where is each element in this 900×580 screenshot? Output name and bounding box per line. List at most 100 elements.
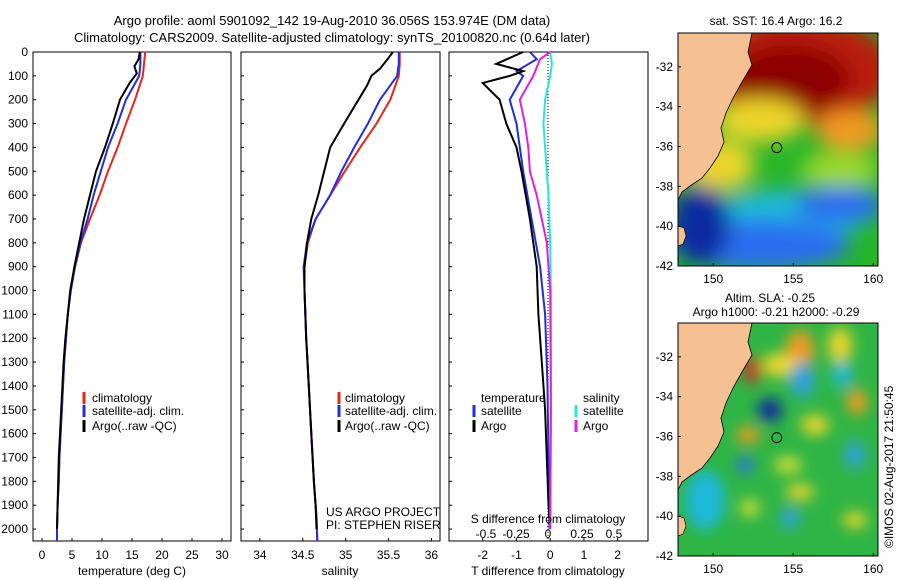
depth-tick-label: 900: [8, 260, 28, 274]
title-line-1: Argo profile: aoml 5901092_142 19-Aug-20…: [114, 13, 551, 28]
lon-tick-label: 150: [703, 272, 723, 286]
lat-tick-label: -42: [656, 259, 674, 273]
depth-axis: 0 100 200 300 400 500 600 700 800 900 1000 1100 1200…: [1, 45, 36, 536]
sla-map: Altim. SLA: -0.25 Argo h1000: -0.21 h200…: [656, 291, 884, 576]
lat-tick-label: -34: [656, 390, 674, 404]
pi-label: PI: STEPHEN RISER: [326, 518, 441, 532]
x-tick-label: 25: [185, 548, 199, 562]
difference-xlabel: T difference from climatology: [471, 564, 625, 578]
lat-tick-label: -40: [656, 219, 674, 233]
lat-tick-label: -42: [656, 549, 674, 563]
lat-tick-label: -36: [656, 140, 674, 154]
depth-tick-label: 400: [8, 140, 28, 154]
depth-tick-label: 1900: [1, 498, 28, 512]
temperature-xlabel: temperature (deg C): [78, 564, 186, 578]
difference-x-axis: -2 -1 0 1 2: [449, 51, 621, 562]
x-tick-label: 34: [253, 548, 267, 562]
x-tick-label: 2: [614, 548, 621, 562]
sla-land-south: [678, 515, 687, 537]
lat-tick-label: -34: [656, 100, 674, 114]
legend-label-satellite: satellite-adj. clim.: [92, 404, 184, 418]
legend-label-climatology: climatology: [92, 391, 152, 405]
s-diff-tick-label: -0.5: [476, 527, 497, 541]
depth-tick-label: 1100: [2, 307, 28, 321]
x-tick-label: 36: [425, 548, 439, 562]
temperature-x-axis: 0 5 10 15 20 25 30: [39, 538, 229, 562]
x-tick-label: 1: [581, 548, 588, 562]
depth-tick-label: 500: [8, 164, 28, 178]
lon-tick-label: 150: [703, 562, 723, 576]
lat-tick-label: -36: [656, 430, 674, 444]
depth-tick-label: 600: [8, 188, 28, 202]
x-tick-label: 20: [155, 548, 169, 562]
sst-argo-location-marker: [771, 142, 783, 154]
series-argo-raw-qc-: [56, 51, 141, 530]
salinity-panel: 34 34.5 35 35.5 36 salinity climatology sate…: [240, 51, 441, 578]
temperature-panel: 0100200300400500600700800900100011001200…: [1, 45, 232, 578]
difference-top-label: S difference from climatology: [471, 512, 626, 526]
salinity-legend: climatology satellite-adj. clim. Argo(..…: [337, 391, 437, 433]
x-tick-label: -1: [511, 548, 522, 562]
depth-tick-label: 1800: [1, 474, 28, 488]
salinity-diff-ticks: -0.5 -0.25 0 0.25 0.5: [476, 527, 623, 541]
depth-tick-label: 1700: [1, 451, 28, 465]
depth-tick-label: 2000: [1, 522, 28, 536]
depth-tick-label: 1000: [1, 284, 28, 298]
sla-field: [685, 327, 867, 530]
legend-label-s-satellite: satellite: [583, 404, 624, 418]
depth-tick-label: 1200: [1, 331, 28, 345]
series-t-argo: [480, 51, 552, 530]
depth-tick-label: 300: [8, 117, 28, 131]
sst-map: sat. SST: 16.4 Argo: 16.2 150 155 160 -32 -3…: [656, 14, 884, 286]
lat-tick-label: -32: [656, 60, 674, 74]
legend-title-salinity: salinity: [583, 391, 620, 405]
depth-tick-label: 100: [8, 69, 28, 83]
legend-title-temperature: temperature: [481, 391, 546, 405]
sla-land: [678, 323, 753, 491]
imos-watermark: ©IMOS 02-Aug-2017 21:50:45: [882, 385, 896, 548]
x-tick-label: 0: [39, 548, 46, 562]
lon-tick-label: 155: [783, 272, 803, 286]
legend-label-t-argo: Argo: [481, 419, 507, 433]
x-tick-label: 5: [69, 548, 76, 562]
x-tick-label: 10: [95, 548, 109, 562]
sla-map-title-1: Altim. SLA: -0.25: [725, 291, 815, 305]
depth-tick-label: 200: [8, 93, 28, 107]
sla-map-frame: [677, 322, 879, 557]
depth-tick-label: 1400: [1, 379, 28, 393]
legend-label-argo: Argo(..raw -QC): [92, 419, 177, 433]
depth-tick-label: 1300: [1, 355, 28, 369]
s-diff-tick-label: 0.25: [570, 527, 594, 541]
legend-label-satellite: satellite-adj. clim.: [345, 404, 437, 418]
legend-label-argo: Argo(..raw -QC): [345, 419, 430, 433]
legend-label-climatology: climatology: [345, 391, 405, 405]
temperature-axes-box: [32, 51, 232, 542]
sst-land-south: [678, 225, 687, 247]
lat-tick-label: -38: [656, 179, 674, 193]
s-diff-tick-label: 0: [545, 527, 552, 541]
sst-map-frame: [677, 32, 879, 267]
lat-tick-label: -32: [656, 350, 674, 364]
s-diff-tick-label: 0.5: [606, 527, 623, 541]
s-diff-tick-label: -0.25: [502, 527, 530, 541]
depth-tick-label: 0: [21, 45, 28, 59]
sst-land: [678, 33, 753, 201]
x-tick-label: 34.5: [291, 548, 315, 562]
series-t-satellite: [508, 51, 551, 530]
temperature-legend: climatology satellite-adj. clim. Argo(..…: [82, 391, 184, 433]
difference-panel: -2 -1 0 1 2 S difference from climatology -0…: [448, 51, 649, 578]
x-tick-label: 35.5: [377, 548, 401, 562]
depth-tick-label: 800: [8, 236, 28, 250]
lon-tick-label: 155: [783, 562, 803, 576]
series-s-argo: [518, 51, 552, 530]
depth-tick-label: 700: [8, 212, 28, 226]
sla-argo-location-marker: [771, 432, 783, 444]
title-line-2: Climatology: CARS2009. Satellite-adjuste…: [74, 30, 590, 45]
legend-label-t-satellite: satellite: [481, 404, 522, 418]
salinity-xlabel: salinity: [322, 564, 359, 578]
salinity-axes-box: [240, 51, 441, 542]
x-tick-label: 0: [547, 548, 554, 562]
lon-tick-label: 160: [863, 562, 883, 576]
x-tick-label: -2: [477, 548, 488, 562]
